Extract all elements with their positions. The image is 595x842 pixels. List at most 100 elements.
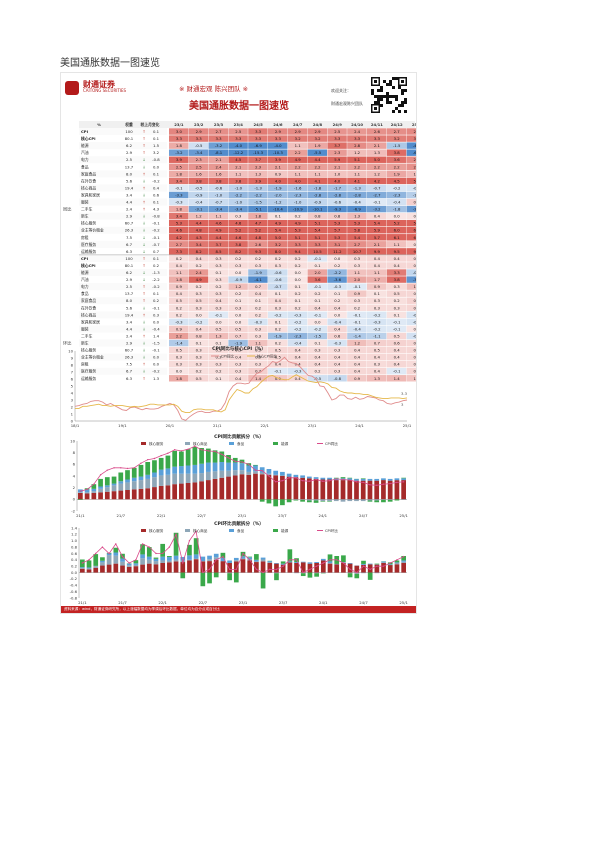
table-cell bbox=[169, 360, 189, 368]
series-point bbox=[308, 480, 311, 482]
bar-segment bbox=[86, 567, 92, 569]
x-tick-label: 21/7 bbox=[117, 513, 126, 518]
legend-swatch bbox=[273, 529, 278, 532]
x-tick-label: 22/7 bbox=[199, 600, 208, 605]
table-cell-value: 0.9 bbox=[374, 284, 381, 289]
table-cell bbox=[327, 241, 347, 248]
table-cell bbox=[169, 163, 189, 170]
table-cell-value: 0.8 bbox=[314, 214, 321, 219]
table-cell-value: 2.5 bbox=[176, 164, 183, 169]
bar-segment bbox=[300, 477, 305, 500]
table-cell-value: 0.0 bbox=[196, 312, 203, 317]
bar-segment bbox=[247, 560, 253, 573]
table-cell-value: 0.3 bbox=[255, 263, 262, 268]
bar-segment bbox=[180, 572, 186, 579]
table-cell-value: 0.5 bbox=[413, 305, 416, 310]
table-cell-value: -0.2 bbox=[393, 185, 401, 190]
bar-segment bbox=[111, 491, 117, 500]
table-cell bbox=[169, 177, 189, 185]
bar-segment bbox=[84, 489, 90, 493]
table-cell-value: 1.3 bbox=[374, 376, 381, 381]
table-cell-value: 0.4 bbox=[235, 376, 242, 381]
table-cell bbox=[386, 241, 407, 248]
table-cell bbox=[406, 248, 416, 255]
bar-segment bbox=[307, 563, 313, 573]
table-cell bbox=[169, 304, 189, 311]
table-cell bbox=[169, 339, 189, 347]
bar-segment bbox=[394, 560, 400, 563]
bar-segment bbox=[240, 559, 246, 573]
table-row-name: 二手车 bbox=[81, 333, 93, 338]
table-cell bbox=[327, 325, 347, 333]
table-row-weight: 7.5 bbox=[126, 362, 133, 367]
bar-segment bbox=[98, 486, 103, 489]
bar-segment bbox=[239, 470, 245, 475]
bar-segment bbox=[160, 543, 166, 557]
table-row-direction: ↓ bbox=[142, 164, 145, 169]
table-cell bbox=[307, 304, 327, 311]
table-row-direction: ↑ bbox=[142, 376, 145, 381]
table-cell bbox=[268, 212, 288, 220]
bar-segment bbox=[118, 483, 124, 491]
series-point bbox=[349, 568, 351, 571]
table-cell-value: -9.3 bbox=[334, 207, 342, 212]
bar-segment bbox=[347, 563, 353, 564]
table-cell-value: 1.1 bbox=[215, 214, 222, 219]
bar-segment bbox=[106, 553, 112, 556]
table-row-change: 0.0 bbox=[153, 319, 160, 324]
table-cell bbox=[188, 177, 209, 185]
table-cell-value: -0.3 bbox=[254, 319, 262, 324]
table-cell bbox=[248, 297, 268, 304]
table-row-weight: 4.4 bbox=[126, 200, 133, 205]
table-cell bbox=[406, 332, 416, 340]
table-cell-value: 2.7 bbox=[394, 129, 401, 134]
table-cell bbox=[248, 227, 268, 234]
table-cell bbox=[208, 163, 228, 170]
table-cell-value: 0.0 bbox=[235, 319, 242, 324]
table-row-weight: 6.2 bbox=[126, 270, 133, 275]
table-cell bbox=[287, 241, 308, 248]
table-cell bbox=[367, 283, 387, 290]
table-cell-value: 2.1 bbox=[235, 164, 242, 169]
table-row-change: -0.4 bbox=[152, 326, 160, 331]
table-cell-value: 1.4 bbox=[394, 376, 401, 381]
qr-cell bbox=[377, 101, 380, 104]
bar-segment bbox=[394, 564, 400, 573]
series-point bbox=[99, 474, 102, 476]
table-cell-value: -0.3 bbox=[294, 312, 302, 317]
bar-segment bbox=[91, 492, 97, 500]
y-tick-label: 3 bbox=[71, 397, 74, 402]
table-cell-value: 2.3 bbox=[255, 164, 262, 169]
table-row-name: 核心商品 bbox=[81, 312, 96, 317]
series-point bbox=[369, 568, 371, 571]
table-cell bbox=[208, 170, 228, 178]
table-cell-value: 0.2 bbox=[176, 312, 183, 317]
table-cell bbox=[406, 219, 416, 227]
table-cell-value: -1.3 bbox=[254, 185, 262, 190]
bar-segment bbox=[320, 479, 326, 500]
table-cell bbox=[307, 318, 327, 326]
table-cell-value: 4.9 bbox=[295, 221, 302, 226]
bar-segment bbox=[327, 479, 332, 500]
bar-segment bbox=[193, 559, 199, 573]
table-cell bbox=[188, 241, 209, 248]
table-cell-value: -1.0 bbox=[294, 200, 302, 205]
table-cell bbox=[406, 156, 416, 163]
series-point bbox=[175, 533, 177, 536]
series-point bbox=[200, 449, 203, 451]
bar-segment bbox=[320, 499, 326, 502]
chart-title: CPI同比贡献拆分（%） bbox=[214, 433, 264, 440]
table-row-name: 新车 bbox=[81, 341, 89, 346]
table-cell-value: 0.4 bbox=[354, 355, 361, 360]
bar-segment bbox=[320, 558, 326, 561]
table-cell-value: 0.7 bbox=[413, 200, 416, 205]
table-cell-value: 5.4 bbox=[354, 235, 361, 240]
table-row-name: CPI bbox=[81, 129, 89, 134]
table-row-change: -0.2 bbox=[152, 178, 160, 183]
bar-segment bbox=[361, 564, 366, 573]
table-cell-value: 2.9 bbox=[314, 129, 321, 134]
legend-label: 核心CPI同比 bbox=[257, 353, 278, 358]
bar-segment bbox=[93, 566, 99, 568]
table-cell-value: 4.0 bbox=[334, 178, 341, 183]
series-point bbox=[133, 467, 135, 469]
